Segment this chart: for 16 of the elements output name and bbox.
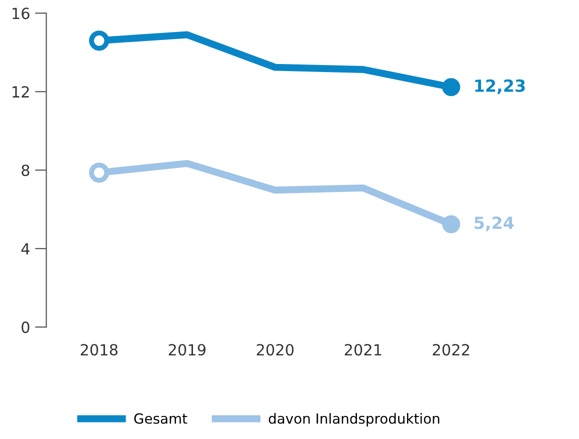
x-tick-label: 2018 [80,344,118,356]
point [442,78,460,96]
y-tick-label: 16 [12,8,30,20]
y-tick-label: 8 [22,164,30,176]
legend-label: Gesamt [134,413,188,424]
data-label: 5,24 [474,216,514,232]
y-tick-label: 12 [12,86,29,98]
legend-label: davon Inlandsproduktion [268,413,440,426]
y-tick-label: 4 [21,243,30,254]
y-tick-label: 0 [22,322,30,334]
x-tick-label: 2021 [344,344,382,356]
point [442,215,460,234]
x-tick-label: 2019 [168,344,206,356]
data-label: 12,23 [475,79,525,94]
x-tick-label: 2020 [256,344,294,356]
x-tick-label: 2022 [432,344,470,356]
